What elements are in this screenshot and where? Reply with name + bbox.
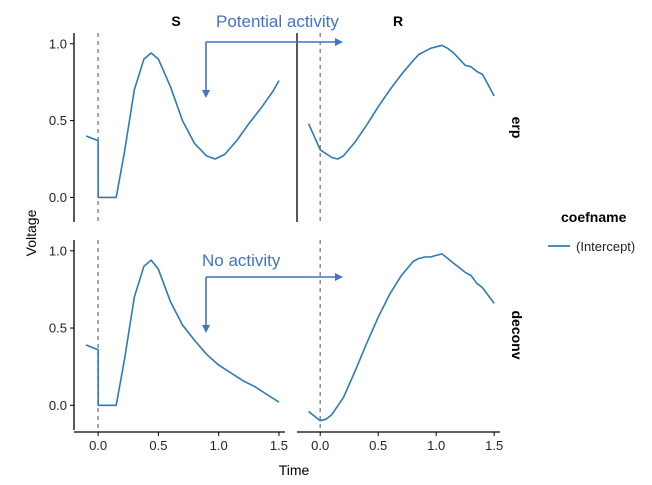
y-axis-title: Voltage [23, 209, 39, 256]
x-tick-label: 0.5 [149, 438, 167, 453]
annotation-potential-activity: Potential activity [216, 12, 339, 31]
annotation-no-activity: No activity [202, 251, 281, 270]
x-tick-label: 1.0 [427, 438, 445, 453]
x-tick-label: 0.0 [89, 438, 107, 453]
legend-label: (Intercept) [576, 239, 635, 254]
series-line-erp-R [307, 44, 495, 160]
y-tick-label: 1.0 [49, 36, 67, 51]
column-label-s: S [171, 13, 180, 29]
y-tick-label: 0.5 [49, 321, 67, 336]
x-tick-label: 0.0 [311, 438, 329, 453]
x-tick-label: 0.5 [369, 438, 387, 453]
row-label-erp: erp [509, 117, 525, 139]
x-axis-title: Time [279, 462, 310, 478]
y-tick-label: 0.0 [49, 398, 67, 413]
series-line-deconv-S [85, 259, 280, 407]
y-tick-label: 1.0 [49, 243, 67, 258]
row-label-deconv: deconv [509, 310, 525, 359]
column-label-r: R [393, 13, 403, 29]
x-tick-label: 1.5 [485, 438, 503, 453]
x-tick-label: 1.5 [270, 438, 288, 453]
x-tick-label: 1.0 [210, 438, 228, 453]
series-line-deconv-R [308, 253, 495, 422]
series-line-erp-S [85, 52, 280, 199]
y-tick-label: 0.5 [49, 113, 67, 128]
legend-title: coefname [561, 209, 627, 225]
y-tick-label: 0.0 [49, 190, 67, 205]
